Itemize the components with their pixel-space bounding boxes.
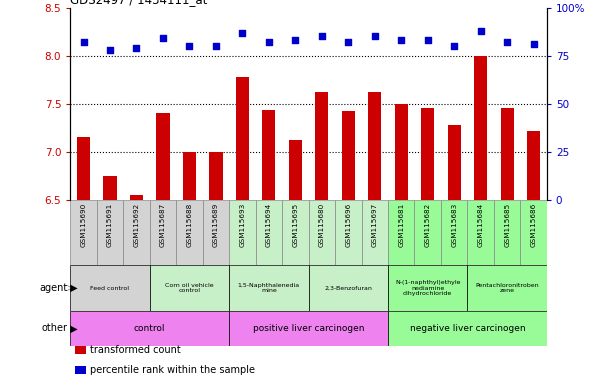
Bar (388, 265, 467, 311)
Text: transformed count: transformed count (90, 345, 181, 355)
Text: GSM115681: GSM115681 (398, 203, 404, 247)
Text: percentile rank within the sample: percentile rank within the sample (90, 365, 255, 375)
Bar (236, 77, 249, 200)
Point (105, 47, 115, 53)
Bar (421, 109, 434, 200)
Text: GSM115692: GSM115692 (133, 203, 139, 247)
Text: GSM115693: GSM115693 (240, 203, 246, 247)
Point (211, 43, 221, 49)
Bar (467, 265, 547, 311)
Point (158, 35, 168, 41)
Bar (309, 200, 335, 265)
Bar (229, 311, 388, 346)
Bar (315, 92, 329, 200)
Bar (203, 200, 229, 265)
Bar (150, 265, 229, 311)
Bar (447, 125, 461, 200)
Text: 1,5-Naphthalenedia
mine: 1,5-Naphthalenedia mine (238, 283, 300, 293)
Bar (77, 137, 90, 200)
Bar (70, 265, 150, 311)
Text: GSM115688: GSM115688 (186, 203, 192, 247)
Text: Pentachloronitroben
zene: Pentachloronitroben zene (475, 283, 539, 293)
Bar (282, 200, 309, 265)
Bar (309, 265, 388, 311)
Bar (97, 200, 123, 265)
Bar (70, 200, 97, 265)
Point (264, 39, 274, 45)
Point (79, 39, 89, 45)
Text: control: control (134, 324, 166, 333)
Bar (527, 131, 540, 200)
Bar (75, 366, 86, 374)
Text: GSM115697: GSM115697 (371, 203, 378, 247)
Bar (474, 56, 488, 200)
Bar (229, 200, 255, 265)
Bar (209, 152, 222, 200)
Text: GSM115694: GSM115694 (266, 203, 272, 247)
Bar (500, 109, 514, 200)
Text: GSM115696: GSM115696 (345, 203, 351, 247)
Point (185, 43, 194, 49)
Point (423, 37, 433, 43)
Bar (335, 200, 362, 265)
Text: GSM115690: GSM115690 (81, 203, 87, 247)
Bar (123, 200, 150, 265)
Text: Feed control: Feed control (90, 285, 130, 291)
Text: GSM115683: GSM115683 (451, 203, 457, 247)
Bar (289, 140, 302, 200)
Text: GSM115682: GSM115682 (425, 203, 431, 247)
Text: negative liver carcinogen: negative liver carcinogen (409, 324, 525, 333)
Text: ▶: ▶ (67, 323, 78, 333)
Bar (362, 200, 388, 265)
Text: GSM115689: GSM115689 (213, 203, 219, 247)
Text: ▶: ▶ (67, 283, 78, 293)
Bar (414, 200, 441, 265)
Text: GSM115680: GSM115680 (319, 203, 325, 247)
Bar (130, 195, 143, 200)
Bar (176, 200, 203, 265)
Bar (70, 311, 229, 346)
Point (290, 37, 300, 43)
Bar (521, 200, 547, 265)
Bar (150, 200, 176, 265)
Bar (441, 200, 467, 265)
Text: agent: agent (39, 283, 67, 293)
Bar (103, 176, 117, 200)
Text: GSM115687: GSM115687 (160, 203, 166, 247)
Bar (467, 200, 494, 265)
Point (317, 33, 327, 40)
Bar (342, 111, 355, 200)
Point (449, 43, 459, 49)
Point (131, 45, 141, 51)
Text: GSM115685: GSM115685 (504, 203, 510, 247)
Text: GSM115686: GSM115686 (530, 203, 536, 247)
Bar (395, 104, 408, 200)
Text: 2,3-Benzofuran: 2,3-Benzofuran (324, 285, 372, 291)
Bar (368, 92, 381, 200)
Text: GSM115684: GSM115684 (478, 203, 484, 247)
Point (476, 28, 486, 34)
Bar (156, 113, 170, 200)
Point (397, 37, 406, 43)
Bar (183, 152, 196, 200)
Bar (255, 200, 282, 265)
Text: Corn oil vehicle
control: Corn oil vehicle control (165, 283, 214, 293)
Text: other: other (41, 323, 67, 333)
Bar (494, 200, 521, 265)
Point (502, 39, 512, 45)
Text: GSM115695: GSM115695 (292, 203, 298, 247)
Bar (75, 346, 86, 354)
Point (370, 33, 379, 40)
Bar (388, 311, 547, 346)
Point (529, 41, 538, 47)
Text: GDS2497 / 1434111_at: GDS2497 / 1434111_at (70, 0, 208, 7)
Point (238, 30, 247, 36)
Bar (388, 200, 414, 265)
Text: N-(1-naphthyl)ethyle
nediamine
dihydrochloride: N-(1-naphthyl)ethyle nediamine dihydroch… (395, 280, 461, 296)
Text: positive liver carcinogen: positive liver carcinogen (253, 324, 364, 333)
Text: GSM115691: GSM115691 (107, 203, 113, 247)
Bar (262, 111, 276, 200)
Bar (229, 265, 309, 311)
Point (343, 39, 353, 45)
